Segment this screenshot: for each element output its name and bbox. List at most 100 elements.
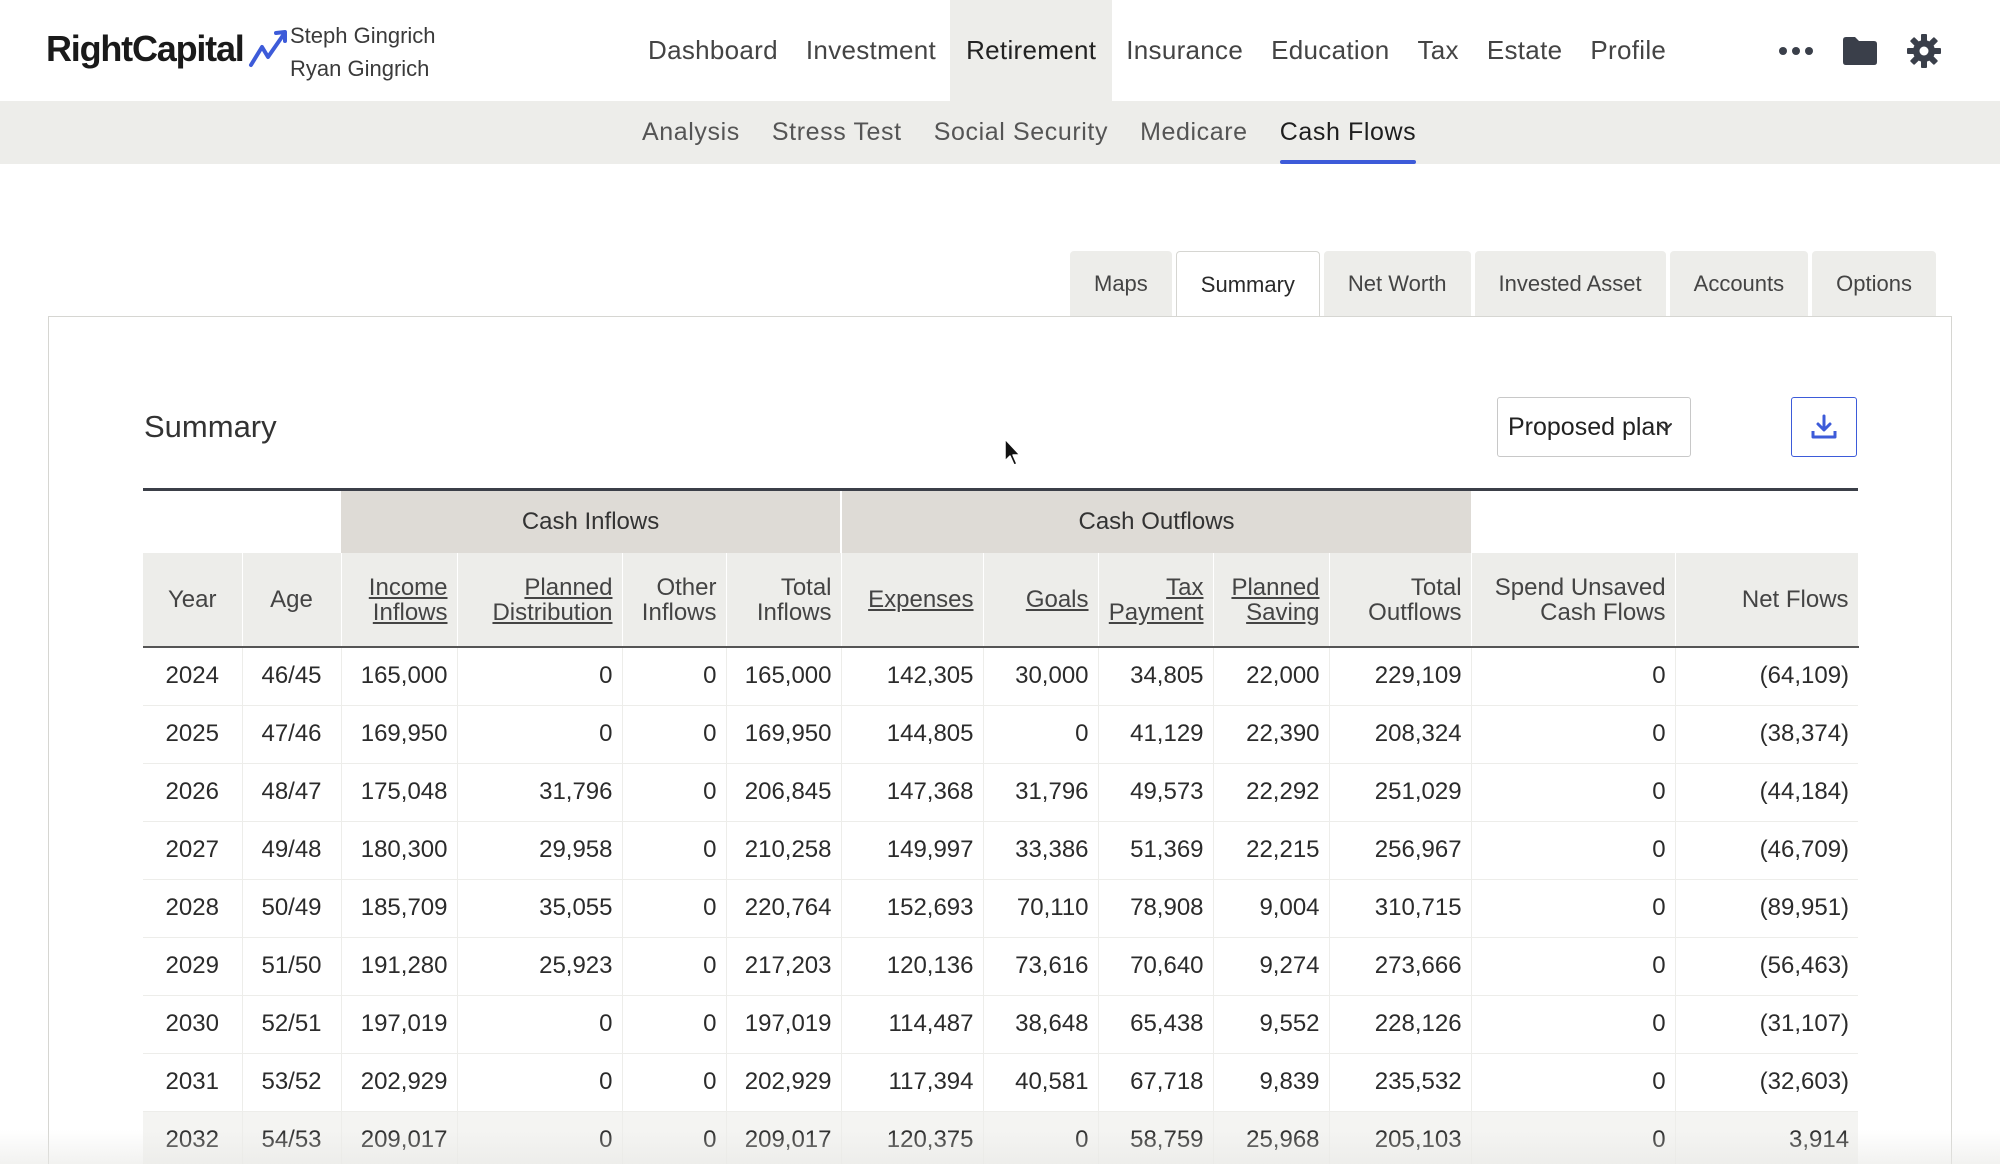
col-header-label: Year <box>168 586 217 613</box>
col-header-planned-distribution[interactable]: Planned Distribution <box>457 553 623 648</box>
col-header-label: Net Flows <box>1741 586 1849 613</box>
cell-net-flows: (46,709) <box>1675 821 1859 880</box>
cell-age: 49/48 <box>242 821 342 880</box>
cell-net-flows: (44,184) <box>1675 763 1859 822</box>
more-icon[interactable] <box>1776 31 1816 71</box>
col-header-total-outflows: Total Outflows <box>1329 553 1472 648</box>
subnav-social-security[interactable]: Social Security <box>933 118 1109 146</box>
cash-flow-tabs: Maps Summary Net Worth Invested Asset Accoun… <box>1066 251 1936 318</box>
cell-planned-distribution: 35,055 <box>457 879 623 938</box>
client-name-1: Steph Gingrich <box>290 23 436 48</box>
col-header-year: Year <box>143 553 243 648</box>
col-header-label: Age <box>270 586 313 613</box>
tab-net-worth[interactable]: Net Worth <box>1323 251 1471 317</box>
nav-insurance[interactable]: Insurance <box>1126 35 1244 65</box>
cell-total-inflows: 206,845 <box>726 763 842 822</box>
cell-goals: 30,000 <box>983 647 1099 706</box>
client-names[interactable]: Steph Gingrich Ryan Gingrich <box>290 19 436 85</box>
cell-net-flows: (38,374) <box>1675 705 1859 764</box>
cell-income-inflows: 191,280 <box>341 937 458 996</box>
top-header: RightCapital Steph Gingrich Ryan Gingric… <box>0 0 2000 101</box>
plan-select[interactable]: Proposed plan <box>1497 397 1691 457</box>
nav-tax[interactable]: Tax <box>1417 35 1459 65</box>
cell-spend-unsaved-cash-flows: 0 <box>1471 821 1676 880</box>
cell-year: 2024 <box>143 647 243 706</box>
cell-tax-payment: 70,640 <box>1098 937 1214 996</box>
tab-options[interactable]: Options <box>1812 251 1936 317</box>
cell-planned-saving: 22,215 <box>1213 821 1330 880</box>
col-header-label[interactable]: Expenses <box>868 586 974 613</box>
col-header-label[interactable]: Goals <box>1025 586 1089 613</box>
col-header-total-inflows: Total Inflows <box>726 553 842 648</box>
col-header-label[interactable]: Planned Distribution <box>492 573 613 626</box>
nav-education[interactable]: Education <box>1271 35 1390 65</box>
col-header-expenses[interactable]: Expenses <box>841 553 984 648</box>
gear-icon[interactable] <box>1904 31 1944 71</box>
cell-year: 2031 <box>143 1053 243 1112</box>
nav-retirement[interactable]: Retirement <box>950 0 1113 101</box>
cell-expenses: 117,394 <box>841 1053 984 1112</box>
cell-goals: 33,386 <box>983 821 1099 880</box>
cell-other-inflows: 0 <box>622 763 727 822</box>
table-row: 2027 49/48 180,300 29,958 0 210,258 149,997 33,… <box>143 821 1859 880</box>
cell-year: 2029 <box>143 937 243 996</box>
cell-planned-saving: 9,274 <box>1213 937 1330 996</box>
download-button[interactable] <box>1791 397 1857 457</box>
scroll-fade <box>0 1130 2000 1164</box>
col-header-tax-payment[interactable]: Tax Payment <box>1098 553 1214 648</box>
logo-text: RightCapital <box>46 28 245 69</box>
cell-age: 53/52 <box>242 1053 342 1112</box>
table-row: 2028 50/49 185,709 35,055 0 220,764 152,693 70,… <box>143 879 1859 938</box>
tab-accounts[interactable]: Accounts <box>1669 251 1809 317</box>
cell-total-outflows: 208,324 <box>1329 705 1472 764</box>
cell-expenses: 152,693 <box>841 879 984 938</box>
cell-planned-distribution: 0 <box>457 705 623 764</box>
cell-total-inflows: 217,203 <box>726 937 842 996</box>
col-header-label[interactable]: Planned Saving <box>1231 573 1320 626</box>
cash-inflows-group-header: Cash Inflows <box>341 491 842 553</box>
cell-spend-unsaved-cash-flows: 0 <box>1471 995 1676 1054</box>
tab-maps[interactable]: Maps <box>1070 251 1172 317</box>
cell-goals: 70,110 <box>983 879 1099 938</box>
cell-planned-distribution: 0 <box>457 1053 623 1112</box>
tab-summary[interactable]: Summary <box>1175 251 1320 318</box>
col-header-label: Other Inflows <box>641 573 717 626</box>
cell-tax-payment: 67,718 <box>1098 1053 1214 1112</box>
folder-icon[interactable] <box>1840 31 1880 71</box>
col-header-age: Age <box>242 553 342 648</box>
cell-total-outflows: 256,967 <box>1329 821 1472 880</box>
table-row: 2025 47/46 169,950 0 0 169,950 144,805 0 41,129 2… <box>143 705 1859 764</box>
cell-goals: 0 <box>983 705 1099 764</box>
col-header-planned-saving[interactable]: Planned Saving <box>1213 553 1330 648</box>
cell-planned-saving: 22,000 <box>1213 647 1330 706</box>
nav-dashboard[interactable]: Dashboard <box>648 35 778 65</box>
table-row: 2029 51/50 191,280 25,923 0 217,203 120,136 73,… <box>143 937 1859 996</box>
col-header-label[interactable]: Income Inflows <box>368 573 448 626</box>
cell-planned-saving: 22,390 <box>1213 705 1330 764</box>
client-name-2: Ryan Gingrich <box>290 56 430 81</box>
cell-planned-distribution: 0 <box>457 647 623 706</box>
subnav-medicare[interactable]: Medicare <box>1140 118 1248 146</box>
nav-profile[interactable]: Profile <box>1590 35 1667 65</box>
cell-spend-unsaved-cash-flows: 0 <box>1471 879 1676 938</box>
nav-estate[interactable]: Estate <box>1486 35 1563 65</box>
col-header-label[interactable]: Tax Payment <box>1108 573 1204 626</box>
cell-total-inflows: 210,258 <box>726 821 842 880</box>
cell-total-outflows: 273,666 <box>1329 937 1472 996</box>
subnav-analysis[interactable]: Analysis <box>642 118 740 146</box>
cell-income-inflows: 165,000 <box>341 647 458 706</box>
cell-other-inflows: 0 <box>622 1053 727 1112</box>
col-header-income-inflows[interactable]: Income Inflows <box>341 553 458 648</box>
cell-planned-distribution: 31,796 <box>457 763 623 822</box>
cell-goals: 40,581 <box>983 1053 1099 1112</box>
nav-investment[interactable]: Investment <box>805 35 937 65</box>
subnav-stress-test[interactable]: Stress Test <box>771 118 902 146</box>
tab-invested-asset[interactable]: Invested Asset <box>1474 251 1666 317</box>
cell-total-inflows: 220,764 <box>726 879 842 938</box>
cell-net-flows: (32,603) <box>1675 1053 1859 1112</box>
rightcapital-logo[interactable]: RightCapital <box>46 27 292 71</box>
mouse-cursor-icon <box>1004 438 1021 466</box>
cell-net-flows: (89,951) <box>1675 879 1859 938</box>
col-header-goals[interactable]: Goals <box>983 553 1099 648</box>
subnav-cash-flows[interactable]: Cash Flows <box>1264 101 1433 164</box>
